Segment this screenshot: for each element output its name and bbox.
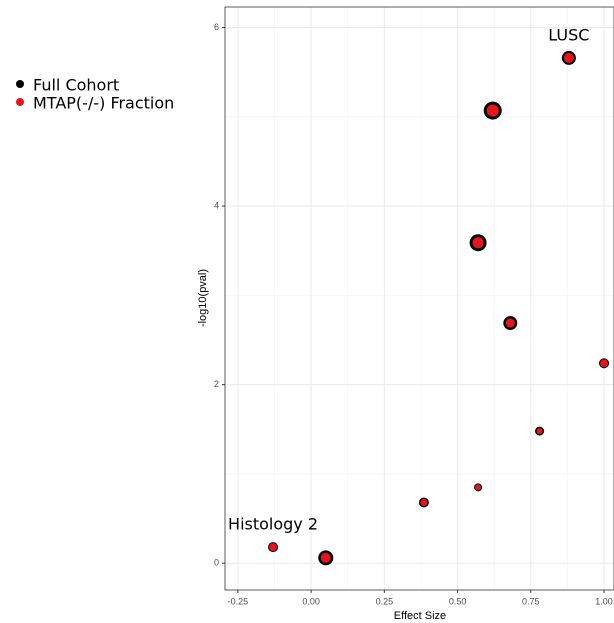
legend-label: MTAP(-/-) Fraction (33, 94, 174, 113)
x-tick-label: 0.75 (522, 596, 540, 606)
point (486, 104, 499, 117)
x-tick-label: 1.00 (595, 596, 613, 606)
point (472, 237, 484, 249)
plot-border (224, 6, 614, 591)
point (600, 359, 609, 368)
y-axis-title: -log10(pval) (197, 269, 209, 327)
point (320, 552, 331, 563)
legend-marker (16, 98, 24, 106)
y-tick-label: 4 (214, 200, 219, 210)
point (269, 543, 278, 552)
x-tick-label: 0.25 (376, 596, 394, 606)
point (505, 318, 515, 328)
point-label: LUSC (548, 25, 589, 44)
y-tick-label: 6 (214, 22, 219, 32)
legend-marker (16, 80, 24, 88)
x-tick-label: -0.25 (228, 596, 249, 606)
x-tick-label: 0.00 (302, 596, 320, 606)
x-axis-title: Effect Size (394, 610, 446, 622)
point (536, 428, 543, 435)
point (563, 52, 574, 63)
y-tick-label: 2 (214, 379, 219, 389)
legend-label: Full Cohort (33, 76, 119, 95)
point (420, 499, 428, 507)
plot-panel (225, 7, 614, 590)
y-tick-label: 0 (214, 558, 219, 568)
x-tick-label: 0.50 (449, 596, 467, 606)
point (475, 484, 482, 491)
point-label: Histology 2 (228, 515, 318, 534)
